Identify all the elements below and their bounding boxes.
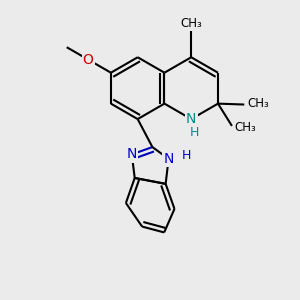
Text: CH₃: CH₃ <box>247 97 269 110</box>
Text: N: N <box>164 152 174 166</box>
Text: CH₃: CH₃ <box>235 121 256 134</box>
Text: N: N <box>127 147 137 161</box>
Text: H: H <box>182 149 191 162</box>
Text: H: H <box>190 126 199 139</box>
Text: CH₃: CH₃ <box>180 17 202 30</box>
Text: O: O <box>83 52 94 67</box>
Text: N: N <box>186 112 196 126</box>
